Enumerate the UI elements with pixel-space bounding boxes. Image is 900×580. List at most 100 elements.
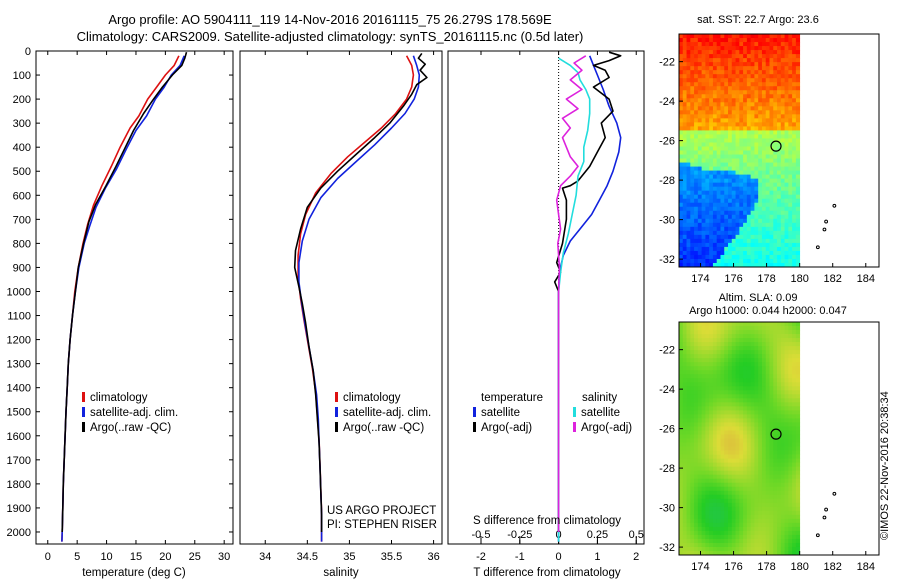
- heatmap-cell: [746, 498, 752, 504]
- heatmap-cell: [690, 58, 695, 63]
- heatmap-cell: [754, 410, 759, 415]
- heatmap-cell: [705, 482, 710, 488]
- heatmap-cell: [754, 390, 759, 395]
- heatmap-cell: [682, 34, 687, 39]
- heatmap-cell: [746, 470, 752, 476]
- heatmap-cell: [686, 526, 691, 532]
- heatmap-cell: [773, 450, 778, 455]
- heatmap-cell: [750, 202, 755, 208]
- heatmap-cell: [735, 402, 740, 407]
- heatmap-cell: [686, 346, 691, 351]
- legend-swatch-s-argo: [573, 422, 576, 432]
- sst-map-frame: [678, 33, 880, 268]
- heatmap-cell: [761, 350, 767, 355]
- heatmap-cell: [773, 478, 778, 484]
- heatmap-cell: [746, 394, 752, 399]
- heatmap-cell: [728, 462, 733, 468]
- heatmap-cell: [716, 82, 721, 87]
- heatmap-cell: [743, 130, 748, 135]
- heatmap-cell: [739, 530, 744, 536]
- heatmap-cell: [792, 130, 797, 135]
- heatmap-cell: [679, 474, 684, 480]
- heatmap-cell: [792, 134, 797, 139]
- heatmap-cell: [750, 322, 755, 327]
- heatmap-cell: [690, 370, 695, 375]
- heatmap-cell: [720, 442, 725, 447]
- heatmap-cell: [735, 146, 740, 151]
- heatmap-cell: [679, 218, 684, 224]
- heatmap-cell: [701, 466, 706, 472]
- heatmap-cell: [724, 506, 729, 512]
- heatmap-cell: [777, 174, 782, 180]
- heatmap-cell: [724, 542, 729, 548]
- heatmap-cell: [792, 42, 797, 47]
- heatmap-cell: [709, 102, 714, 107]
- heatmap-cell: [679, 82, 684, 87]
- heatmap-cell: [765, 222, 770, 228]
- heatmap-cell: [735, 418, 740, 423]
- heatmap-cell: [758, 246, 763, 252]
- heatmap-cell: [731, 446, 736, 451]
- heatmap-cell: [701, 346, 706, 351]
- heatmap-cell: [686, 94, 691, 99]
- heatmap-cell: [784, 102, 789, 107]
- heatmap-cell: [754, 510, 759, 516]
- heatmap-cell: [743, 346, 748, 351]
- heatmap-cell: [765, 50, 770, 55]
- heatmap-cell: [728, 258, 733, 264]
- heatmap-cell: [716, 146, 721, 151]
- depth-tick-label: 1600: [7, 431, 31, 443]
- heatmap-cell: [705, 58, 710, 63]
- heatmap-cell: [686, 74, 691, 79]
- heatmap-cell: [701, 426, 706, 431]
- heatmap-cell: [777, 346, 782, 351]
- heatmap-cell: [697, 546, 703, 552]
- heatmap-cell: [769, 238, 774, 244]
- heatmap-cell: [728, 154, 733, 159]
- heatmap-cell: [788, 374, 793, 379]
- heatmap-cell: [679, 246, 684, 252]
- x-tick-label: 35: [343, 551, 355, 563]
- heatmap-cell: [720, 90, 725, 95]
- heatmap-cell: [709, 350, 714, 355]
- heatmap-cell: [761, 542, 767, 548]
- heatmap-cell: [735, 474, 740, 480]
- heatmap-cell: [724, 54, 729, 59]
- heatmap-cell: [679, 170, 684, 176]
- heatmap-cell: [739, 458, 744, 464]
- heatmap-cell: [750, 350, 755, 355]
- heatmap-cell: [709, 334, 714, 339]
- heatmap-cell: [769, 462, 774, 468]
- heatmap-cell: [773, 186, 778, 192]
- legend-swatch-climatology: [335, 392, 338, 402]
- heatmap-cell: [728, 250, 733, 256]
- heatmap-cell: [743, 546, 748, 552]
- heatmap-cell: [679, 182, 684, 188]
- heatmap-cell: [769, 354, 774, 359]
- heatmap-cell: [724, 262, 729, 268]
- heatmap-cell: [709, 374, 714, 379]
- heatmap-cell: [712, 58, 718, 63]
- heatmap-cell: [784, 126, 789, 131]
- heatmap-cell: [709, 254, 714, 260]
- heatmap-cell: [682, 250, 687, 256]
- heatmap-cell: [750, 98, 755, 103]
- heatmap-cell: [784, 150, 789, 155]
- heatmap-cell: [712, 210, 718, 216]
- heatmap-cell: [754, 514, 759, 520]
- heatmap-cell: [716, 250, 721, 256]
- heatmap-cell: [728, 438, 733, 443]
- heatmap-cell: [765, 346, 770, 351]
- heatmap-cell: [709, 514, 714, 520]
- heatmap-cell: [690, 190, 695, 196]
- heatmap-cell: [701, 122, 706, 127]
- heatmap-cell: [720, 438, 725, 443]
- heatmap-cell: [701, 214, 706, 220]
- heatmap-cell: [697, 342, 703, 347]
- heatmap-cell: [682, 454, 687, 459]
- heatmap-cell: [773, 218, 778, 224]
- heatmap-cell: [765, 242, 770, 248]
- heatmap-cell: [792, 390, 797, 395]
- heatmap-cell: [735, 82, 740, 87]
- heatmap-cell: [750, 166, 755, 171]
